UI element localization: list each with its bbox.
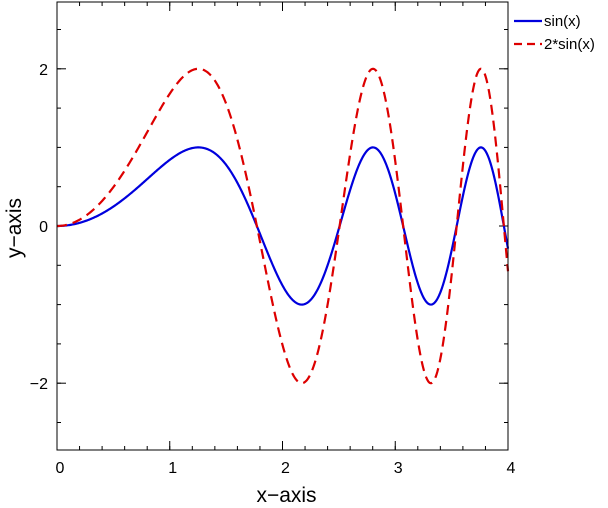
series-line-1 [57,146,510,306]
x-tick-label: 3 [394,460,403,477]
minor-ticks [56,2,509,450]
x-tick-label: 2 [281,460,290,477]
legend-label: sin(x) [544,13,581,30]
y-tick-label: −2 [30,376,48,393]
legend: sin(x) 2*sin(x) [514,13,595,53]
x-tick-label: 0 [56,460,65,477]
x-tick-label: 4 [507,460,516,477]
x-axis-label: x−axis [256,484,316,507]
y-tick-label: 2 [39,62,48,79]
y-tick-label: 0 [39,219,48,236]
legend-label: 2*sin(x) [544,36,595,53]
y-axis-label: y−axis [3,198,26,258]
series-line-2 [56,67,510,385]
series-layer [56,67,510,385]
x-tick-label: 1 [168,460,177,477]
tick-labels: 0 1 2 3 4 −2 0 2 [30,62,516,477]
plot-frame [56,1,509,451]
major-ticks [56,2,509,450]
